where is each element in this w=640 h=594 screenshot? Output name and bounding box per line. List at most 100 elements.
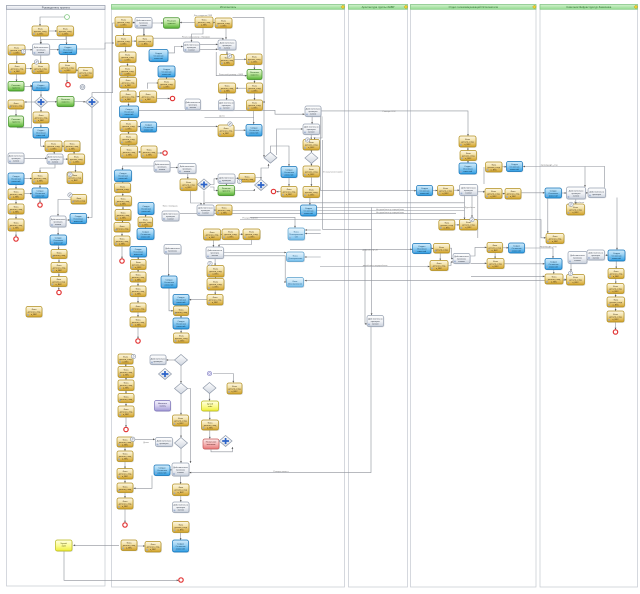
svg-text:Фаза: Фаза [120,237,126,240]
svg-text:Фаза: Фаза [309,188,315,191]
svg-text:в_ВКС: в_ВКС [492,266,499,268]
svg-text:Создан: Создан [12,176,19,178]
svg-text:Фаза: Фаза [124,408,130,411]
svg-text:известий: известий [612,257,622,260]
svg-text:Чужой: Чужой [61,542,68,545]
svg-text:Основных: Основных [36,133,47,135]
svg-text:доработки и переработки: доработки и переработки [363,265,388,267]
svg-text:принято: принято [222,190,231,192]
svg-text:в_ВКС: в_ВКС [464,144,471,146]
svg-text:детали_след: детали_след [120,385,133,387]
svg-text:известий: известий [549,194,559,197]
svg-text:в_ВКС: в_ВКС [122,444,129,446]
svg-text:зайл: зайл [208,405,213,408]
svg-text:в_ВКС: в_ВКС [135,324,142,326]
svg-text:детали_след: детали_след [122,139,135,141]
svg-text:Создан: Создан [464,166,471,168]
svg-text:в_ВКС: в_ВКС [120,25,127,27]
svg-text:Фаза: передача: Фаза: передача [162,205,178,208]
svg-text:детали_след: детали_след [248,88,261,90]
svg-text:Фаза: Фаза [491,163,497,166]
svg-text:в_ВКС: в_ВКС [150,549,157,551]
svg-text:в_ВКС: в_ВКС [72,180,79,182]
svg-text:Фаза: Фаза [252,56,258,59]
svg-text:Основных: Основных [162,71,173,73]
svg-text:Основных: Основных [63,49,74,51]
svg-text:заявки: заявки [190,107,197,109]
svg-text:проверка: проверка [158,166,168,168]
svg-text:детали_след: детали_след [122,83,135,85]
svg-text:проверка: проверка [12,158,22,160]
svg-text:Фаза: Фаза [136,288,142,291]
svg-text:заявки: заявки [593,257,600,259]
svg-text:в_ВКС: в_ВКС [465,158,472,160]
svg-text:в_ВКС: в_ВКС [212,302,219,304]
svg-text:Фаза: Фаза [14,221,20,224]
svg-text:Фаза: Фаза [614,270,620,273]
svg-text:проверка: проверка [168,250,178,252]
svg-text:Действительно: Действительно [163,212,178,215]
svg-text:Фаза: Фаза [39,114,45,117]
svg-text:в_ВКС: в_ВКС [436,268,443,270]
svg-text:детали_след: детали_след [461,141,474,143]
svg-text:Фаза: Фаза [120,185,126,188]
svg-text:детали_след: детали_след [47,146,60,148]
svg-text:Печальное: Печальное [206,441,217,443]
svg-text:проверка: проверка [139,23,149,25]
svg-text:детали_след: детали_след [10,194,23,196]
svg-text:детали_след: детали_след [489,263,502,265]
svg-text:детали_след: детали_след [73,200,86,202]
svg-text:Фаза: Фаза [123,500,129,503]
svg-text:Фаза: Фаза [146,93,152,96]
svg-text:в_ВКС: в_ВКС [613,304,620,306]
svg-text:в_ВКС: в_ВКС [135,267,142,269]
svg-text:Фаза: Фаза [249,231,255,234]
svg-text:заявки: заявки [573,195,580,197]
svg-text:детали_след: детали_след [59,31,72,33]
svg-text:в_ВКС: в_ВКС [207,427,214,429]
svg-text:Фаза: Фаза [14,102,20,105]
svg-text:детали_след: детали_след [548,279,561,281]
svg-text:Фаза: Фаза [83,69,89,72]
svg-text:в_ВКС: в_ВКС [119,243,126,245]
svg-text:Фаза: Фаза [32,308,38,311]
svg-text:Фаза: Фаза [123,470,129,473]
svg-text:Фаза: Фаза [56,278,62,281]
svg-text:Создан: Создан [177,321,184,323]
svg-text:в_ВКС: в_ВКС [178,340,185,342]
svg-text:в_ВКС: в_ВКС [125,128,132,130]
svg-text:в_ВКС: в_ВКС [612,319,619,321]
svg-text:известий: известий [119,177,129,180]
svg-text:Написать: Написать [158,403,167,405]
svg-text:Действительно: Действительно [48,155,63,158]
svg-text:в_ВКС: в_ВКС [145,99,152,101]
svg-text:заявки: заявки [224,47,231,49]
svg-text:детали_след: детали_след [61,68,74,70]
svg-text:детали_след: детали_след [122,126,135,128]
svg-text:известий: известий [420,192,430,195]
svg-text:проверка: проверка [222,105,232,107]
svg-text:детали_след: детали_след [116,241,129,243]
svg-text:Фаза: Фаза [14,191,20,194]
svg-text:детали_след: детали_след [248,105,261,107]
svg-text:Фаза: Фаза [136,261,142,264]
svg-text:детали_след: детали_след [69,178,82,180]
svg-text:Создан: Создан [55,237,62,239]
svg-text:Фаза: Фаза [123,453,129,456]
svg-text:Основных: Основных [141,208,152,210]
svg-text:Фаза: Фаза [222,206,228,209]
svg-text:в_ВКС: в_ВКС [126,154,133,156]
svg-text:Фаза: Фаза [439,246,445,249]
svg-text:детали_след: детали_след [217,23,230,25]
svg-text:Фаза: Фаза [613,313,619,316]
svg-text:Отдел телекоммуникаций Исполни: Отдел телекоммуникаций Исполнителя [449,5,499,9]
svg-text:проверка: проверка [37,49,47,51]
svg-text:известий: известий [36,134,46,137]
svg-text:Основных: Основных [304,210,315,212]
svg-text:Фаза: Фаза [202,19,208,22]
svg-text:в_ВКС: в_ВКС [201,25,208,27]
svg-text:в_ВКС: в_ВКС [82,75,89,77]
svg-text:заявки: заявки [38,52,45,54]
svg-text:детали_след: детали_след [120,372,133,374]
svg-text:Фаза: Фаза [213,281,219,284]
